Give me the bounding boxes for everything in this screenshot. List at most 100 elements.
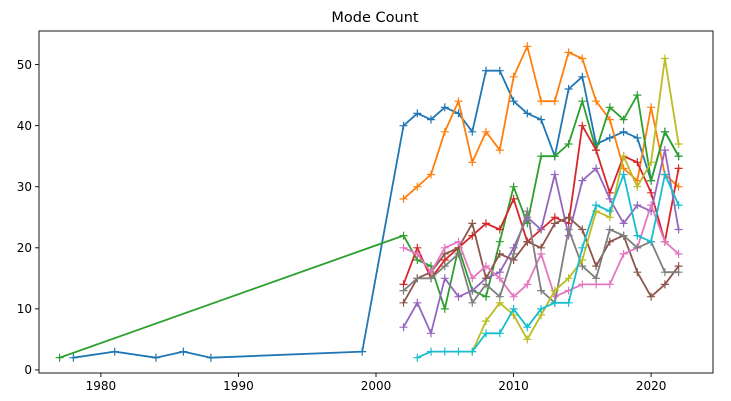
series-1-point bbox=[523, 109, 532, 118]
series-2-point bbox=[537, 97, 546, 106]
series-10-point bbox=[523, 323, 532, 332]
series-6-point bbox=[550, 219, 559, 228]
series-4-point bbox=[578, 121, 587, 130]
series-8-point bbox=[427, 274, 435, 283]
series-8-point bbox=[592, 274, 601, 283]
series-8-point bbox=[633, 243, 642, 252]
series-10-point bbox=[427, 347, 435, 356]
series-6-point bbox=[399, 298, 408, 307]
series-2-point bbox=[468, 158, 477, 167]
series-9-point bbox=[495, 298, 504, 307]
series-7-point bbox=[440, 243, 449, 252]
series-2-point bbox=[399, 194, 408, 203]
series-9-point bbox=[564, 274, 573, 283]
series-10-point bbox=[468, 347, 477, 356]
series-5-point bbox=[592, 164, 601, 173]
series-2-point bbox=[413, 182, 422, 191]
series-8-point bbox=[564, 225, 573, 234]
series-1-point bbox=[427, 115, 435, 124]
series-1-point bbox=[399, 121, 408, 130]
axes-layer: 1980 1990 2000 2010 2020 0 10 20 30 40 50 bbox=[17, 30, 714, 393]
series-7-point bbox=[468, 274, 477, 283]
series-3-point bbox=[399, 231, 408, 240]
series-5-point bbox=[619, 219, 628, 228]
series-7-point bbox=[605, 280, 614, 289]
series-1-point bbox=[69, 353, 78, 362]
series-10-point bbox=[564, 298, 573, 307]
series-6-point bbox=[633, 268, 642, 277]
series-1-point bbox=[578, 72, 587, 81]
series-4-point bbox=[495, 225, 504, 234]
series-2-point bbox=[440, 127, 449, 136]
x-tick-label: 2020 bbox=[636, 379, 667, 393]
series-4-point bbox=[592, 146, 601, 155]
series-3-point bbox=[482, 292, 490, 301]
series-3-point bbox=[619, 115, 628, 124]
series-3-point bbox=[660, 127, 669, 136]
series-2-point bbox=[427, 170, 435, 179]
series-1-point bbox=[509, 97, 518, 106]
series-10-point bbox=[454, 347, 463, 356]
series-6-point bbox=[647, 292, 656, 301]
series-3-point bbox=[55, 353, 64, 362]
series-9-point bbox=[633, 182, 642, 191]
series-9-point bbox=[523, 335, 532, 344]
chart-title: Mode Count bbox=[331, 10, 418, 26]
series-7-point bbox=[495, 274, 504, 283]
series-7-point bbox=[509, 292, 518, 301]
series-2-point bbox=[550, 97, 559, 106]
series-2-point bbox=[523, 42, 532, 51]
series-10-point bbox=[578, 243, 587, 252]
series-4-point bbox=[509, 194, 518, 203]
series-7-point bbox=[413, 249, 422, 258]
series-10-point bbox=[605, 207, 614, 216]
series-9-point bbox=[674, 140, 683, 148]
series-7-point bbox=[482, 262, 490, 271]
series-3-point bbox=[440, 304, 449, 313]
series-5-point bbox=[413, 298, 422, 307]
series-5-point bbox=[605, 194, 614, 203]
series-10-point bbox=[509, 304, 518, 313]
series-3-point bbox=[605, 103, 614, 112]
series-1-point bbox=[537, 115, 546, 124]
series-8-point bbox=[660, 268, 669, 277]
series-1-point bbox=[179, 347, 188, 356]
series-10-point bbox=[674, 201, 683, 210]
series-6-point bbox=[468, 219, 477, 228]
series-3-point bbox=[550, 152, 559, 161]
series-10 bbox=[413, 170, 683, 362]
y-tick-label: 30 bbox=[17, 180, 32, 194]
series-3-point bbox=[674, 152, 683, 161]
x-tick-label: 2000 bbox=[361, 379, 392, 393]
series-7-point bbox=[537, 249, 546, 258]
series-2-point bbox=[495, 146, 504, 155]
series-2-point bbox=[564, 48, 573, 57]
series-10-point bbox=[495, 329, 504, 338]
series-8-point bbox=[509, 249, 518, 258]
series-1-point bbox=[413, 109, 422, 118]
series-7-point bbox=[523, 280, 532, 289]
series-1-point bbox=[605, 133, 614, 142]
series-3-point bbox=[647, 176, 656, 185]
series-10-point bbox=[619, 170, 628, 179]
series-9-point bbox=[660, 54, 669, 63]
series-2-point bbox=[605, 115, 614, 124]
series-4-point bbox=[674, 164, 683, 173]
series-9-point bbox=[619, 152, 628, 161]
series-8-point bbox=[399, 286, 408, 295]
series-9-point bbox=[482, 317, 490, 326]
series-5-point bbox=[633, 201, 642, 210]
series-7-point bbox=[399, 243, 408, 252]
series-1-point bbox=[468, 127, 477, 136]
series-1-point bbox=[633, 133, 642, 142]
series-4-point bbox=[633, 158, 642, 167]
series-10-point bbox=[633, 231, 642, 240]
series-6-point bbox=[495, 249, 504, 258]
series-7-point bbox=[454, 237, 463, 246]
series-6 bbox=[399, 213, 683, 307]
series-8-point bbox=[674, 268, 683, 277]
series-1-point bbox=[619, 127, 628, 136]
series-6-point bbox=[523, 237, 532, 246]
series-1-point bbox=[358, 347, 367, 356]
